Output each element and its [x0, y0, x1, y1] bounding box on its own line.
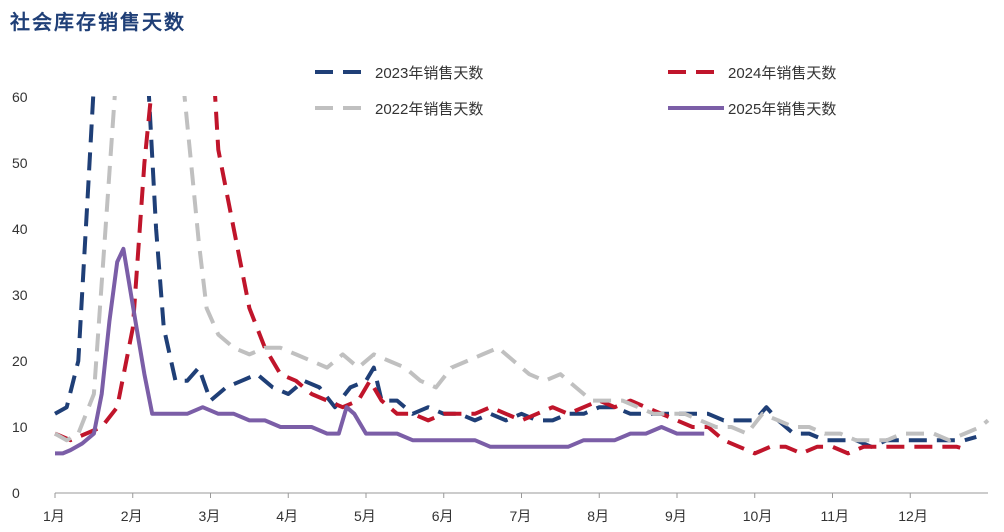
legend-label: 2022年销售天数	[375, 101, 483, 118]
x-tick-label: 5月	[354, 508, 376, 524]
axes: 0 10 20 30 40 50 60 1月 2月 3月 4月 5月 6月 7月 8月 9月 10月 11月 12月	[12, 89, 988, 524]
y-tick-label: 60	[12, 89, 28, 105]
chart-title: 社会库存销售天数	[10, 10, 186, 34]
x-tick-label: 2月	[121, 508, 143, 524]
y-tick-label: 40	[12, 221, 28, 237]
x-tick-label: 10月	[743, 508, 773, 524]
x-tick-label: 4月	[276, 508, 298, 524]
y-tick-label: 50	[12, 155, 28, 171]
x-tick-label: 12月	[898, 508, 928, 524]
x-tick-label: 7月	[510, 508, 532, 524]
y-tick-label: 10	[12, 419, 28, 435]
series-line-2	[54, 96, 970, 456]
x-tick-label: 1月	[43, 508, 65, 524]
x-tick-label: 8月	[587, 508, 609, 524]
y-tick-label: 0	[12, 485, 20, 501]
y-tick-label: 30	[12, 287, 28, 303]
legend-label: 2024年销售天数	[728, 65, 836, 82]
series-line-3	[54, 96, 990, 443]
x-tick-label: 3月	[199, 508, 221, 524]
y-tick-label: 20	[12, 353, 28, 369]
x-tick-label: 9月	[665, 508, 687, 524]
legend-label: 2023年销售天数	[375, 65, 483, 82]
x-tick-label: 11月	[821, 508, 850, 524]
x-tick-label: 6月	[432, 508, 454, 524]
series-line-1	[54, 96, 977, 449]
legend-label: 2025年销售天数	[728, 101, 836, 118]
legend: 2023年销售天数 2024年销售天数 2022年销售天数 2025年销售天数	[315, 65, 836, 118]
series-line-4	[55, 246, 705, 456]
series-layer	[54, 96, 990, 456]
